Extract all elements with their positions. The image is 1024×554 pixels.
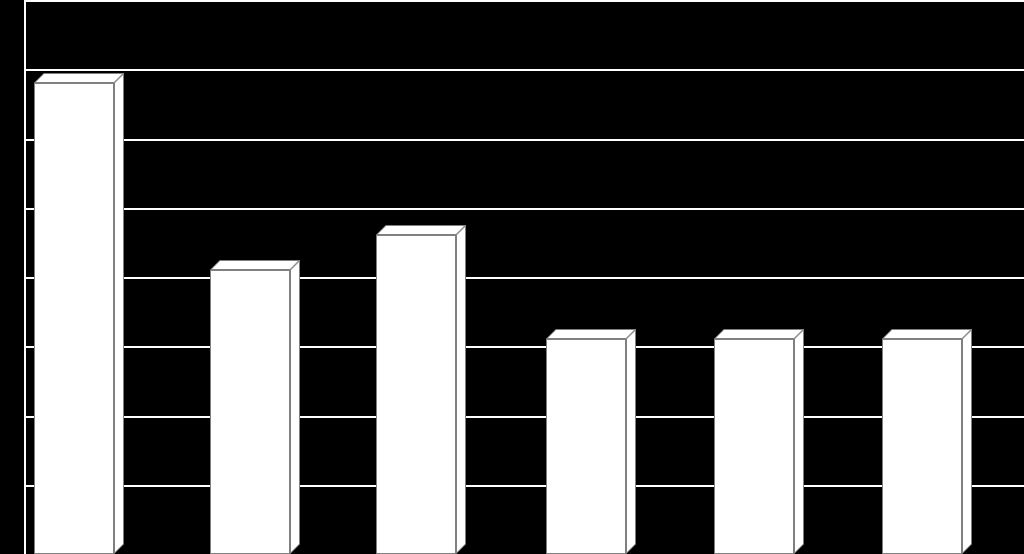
bar-side (962, 329, 972, 554)
bar-front (546, 339, 626, 554)
bar-top (34, 73, 124, 83)
bar-top (546, 329, 636, 339)
bar-top (376, 225, 466, 235)
bar-front (882, 339, 962, 554)
gridline (24, 277, 1024, 279)
bar-top (882, 329, 972, 339)
bar-top (714, 329, 804, 339)
bar (34, 73, 114, 554)
bar (882, 329, 962, 554)
gridline (24, 208, 1024, 210)
bar-front (34, 83, 114, 554)
bar (714, 329, 794, 554)
bar (210, 260, 290, 554)
bar-chart-3d (0, 0, 1024, 554)
bar-front (210, 270, 290, 554)
bar-side (290, 260, 300, 554)
bar-side (114, 73, 124, 554)
bar-top (210, 260, 300, 270)
bar-front (376, 235, 456, 554)
gridline (24, 346, 1024, 348)
bar (546, 329, 626, 554)
bar-front (714, 339, 794, 554)
gridline (24, 0, 1024, 2)
plot-area (24, 0, 1024, 554)
gridline (24, 139, 1024, 141)
bar (376, 225, 456, 554)
bar-side (626, 329, 636, 554)
gridline (24, 69, 1024, 71)
bar-side (794, 329, 804, 554)
bar-side (456, 225, 466, 554)
gridline (24, 485, 1024, 487)
gridline (24, 416, 1024, 418)
